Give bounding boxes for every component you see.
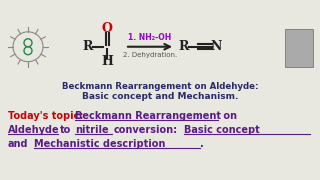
Text: N: N — [210, 40, 222, 53]
Text: Today's topic:: Today's topic: — [8, 111, 87, 121]
Text: Mechanistic description: Mechanistic description — [34, 139, 165, 149]
Text: R: R — [179, 40, 189, 53]
Text: 1. NH₂-OH: 1. NH₂-OH — [128, 33, 172, 42]
Text: and: and — [8, 139, 28, 149]
Text: Beckmann Rearrangement on Aldehyde:: Beckmann Rearrangement on Aldehyde: — [62, 82, 258, 91]
Text: Basic concept: Basic concept — [184, 125, 260, 135]
Text: O: O — [101, 22, 112, 35]
FancyBboxPatch shape — [285, 29, 313, 67]
Text: to: to — [60, 125, 71, 135]
Text: Aldehyde: Aldehyde — [8, 125, 60, 135]
Text: on: on — [220, 111, 237, 121]
Text: conversion:: conversion: — [114, 125, 178, 135]
Text: nitrile: nitrile — [75, 125, 108, 135]
Text: Basic concept and Mechanism.: Basic concept and Mechanism. — [82, 92, 238, 101]
Text: .: . — [200, 139, 204, 149]
Text: H: H — [101, 55, 113, 68]
Text: Beckmann Rearrangement: Beckmann Rearrangement — [75, 111, 221, 121]
Text: 2. Dehydration.: 2. Dehydration. — [123, 52, 177, 58]
Text: R: R — [83, 40, 93, 53]
